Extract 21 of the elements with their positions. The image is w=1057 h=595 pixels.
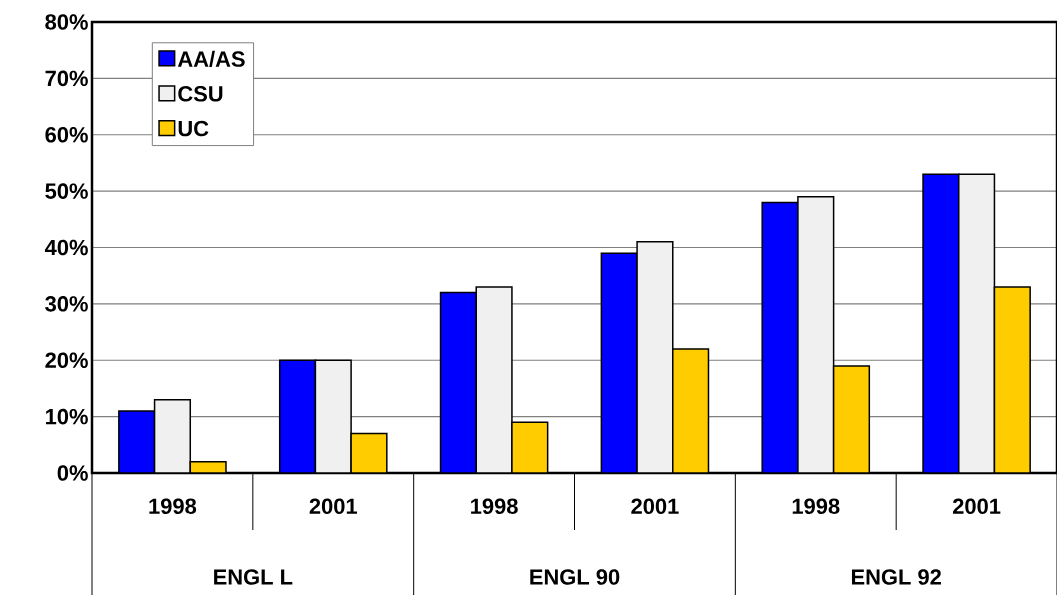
legend-label: UC	[178, 120, 209, 137]
y-tick-label: 80%	[45, 14, 88, 30]
y-tick-label: 50%	[45, 183, 88, 199]
y-tick-label: 60%	[45, 126, 88, 143]
y-tick-label: 40%	[44, 239, 88, 256]
x-tick-label: 2001	[952, 498, 1001, 515]
x-tick-label: 1998	[471, 498, 518, 515]
text: ENGL 90	[530, 569, 620, 585]
text: ENGL L	[214, 569, 293, 585]
x-tick-label: 1998	[149, 498, 197, 515]
x-tick-label: 2001	[309, 498, 358, 515]
y-tick-label: 70%	[45, 70, 88, 87]
legend-label: AA/AS	[177, 50, 245, 68]
y-tick-label: 30%	[45, 296, 88, 312]
legend-label: CSU	[178, 86, 223, 102]
y-tick-label: 20%	[45, 352, 88, 369]
x-tick-label: 2001	[631, 498, 679, 515]
y-tick-label: 10%	[45, 408, 88, 425]
y-tick-label: 0%	[57, 465, 88, 481]
text: ENGL 92	[851, 569, 941, 585]
x-tick-label: 1998	[792, 498, 840, 515]
